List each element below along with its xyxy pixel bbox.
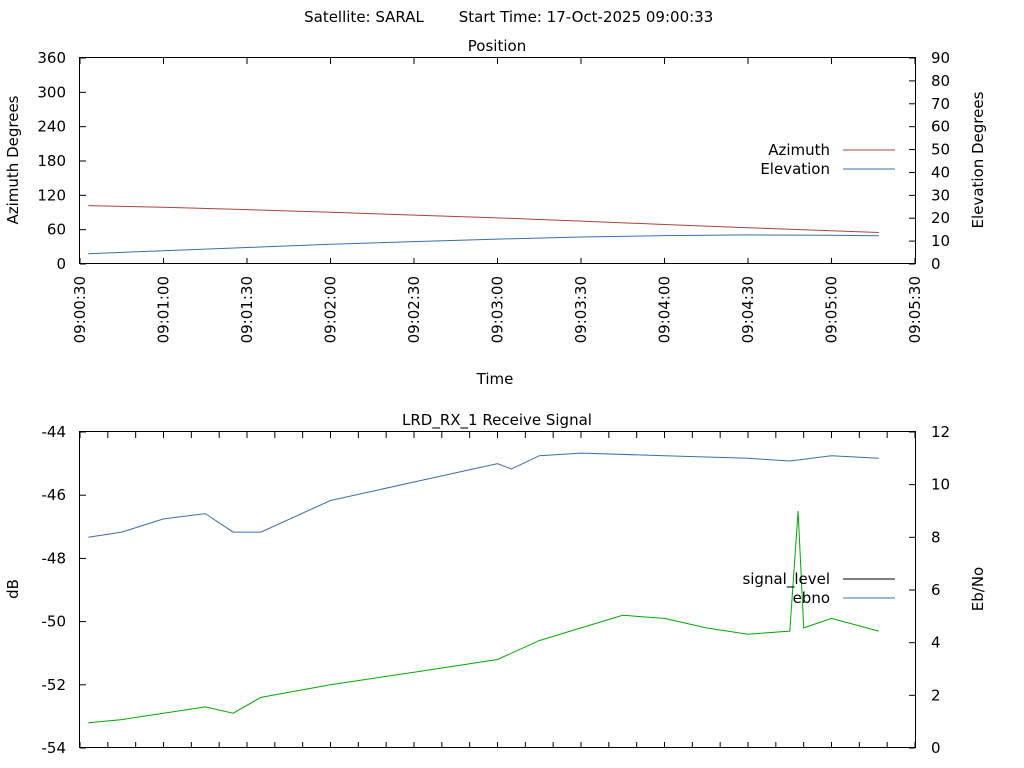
x-tick-label: 09:02:00 (322, 276, 340, 343)
y2-tick-label: 80 (931, 72, 950, 90)
y2-tick-label: 0 (931, 255, 941, 273)
x-tick-label: 09:02:30 (405, 276, 423, 343)
y2-tick-label: 6 (931, 581, 941, 599)
y-tick-label: -50 (42, 613, 67, 631)
legend-label: ebno (793, 589, 830, 607)
satellite-label: Satellite: SARAL (304, 8, 424, 26)
series-line-Elevation (88, 234, 879, 255)
y2-tick-label: 4 (931, 634, 941, 652)
y-tick-label: -54 (42, 739, 67, 757)
y2-tick-label: 20 (931, 209, 950, 227)
legend-label: Elevation (760, 160, 830, 178)
y2-tick-label: 60 (931, 118, 950, 136)
position-chart-title: Position (468, 37, 526, 55)
x-tick-label: 09:04:30 (739, 276, 757, 343)
y-tick-label: 120 (37, 186, 66, 204)
x-tick-label: 09:03:30 (572, 276, 590, 343)
x-tick-label: 09:01:00 (155, 276, 173, 343)
y2-tick-label: 30 (931, 186, 950, 204)
y2-tick-label: 10 (931, 232, 950, 250)
x-tick-label: 09:05:00 (823, 276, 841, 343)
y2-tick-label: 70 (931, 95, 950, 113)
y2-tick-label: 90 (931, 49, 950, 67)
y-tick-label: -46 (42, 486, 67, 504)
start-time-label: Start Time: 17-Oct-2025 09:00:33 (459, 8, 714, 26)
y-tick-label: 360 (37, 49, 66, 67)
y-tick-label: 0 (56, 255, 66, 273)
signal-plot: -54 -52 -50 -48 -46 -44 0 2 4 6 8 10 12 signal_levele… (42, 423, 951, 757)
y2-tick-label: 10 (931, 476, 950, 494)
signal-chart-title: LRD_RX_1 Receive Signal (402, 411, 592, 430)
x-tick-label: 09:04:00 (656, 276, 674, 343)
x-tick-label: 09:03:00 (489, 276, 507, 343)
position-ylabel: Azimuth Degrees (4, 95, 22, 224)
position-xlabel: Time (476, 370, 514, 388)
y2-tick-label: 8 (931, 528, 941, 546)
x-tick-label: 09:01:30 (238, 276, 256, 343)
y-tick-label: 180 (37, 152, 66, 170)
signal-plot-frame (79, 431, 916, 748)
y2-tick-label: 40 (931, 163, 950, 181)
signal-ylabel: dB (4, 579, 22, 599)
series-line-ebno (88, 452, 879, 538)
y-tick-label: 240 (37, 118, 66, 136)
series-line-Azimuth (88, 205, 879, 233)
y-tick-label: 60 (47, 221, 66, 239)
y2-tick-label: 50 (931, 141, 950, 159)
position-plot: 0 60 120 180 240 300 360 0 10 20 30 40 50 60 70 80 90 09:… (37, 49, 950, 343)
series-line-signal_level (88, 510, 879, 724)
y-tick-label: -44 (42, 423, 67, 441)
x-tick-label: 09:00:30 (71, 276, 89, 343)
y2-tick-label: 0 (931, 739, 941, 757)
y-tick-label: 300 (37, 83, 66, 101)
legend-label: Azimuth (768, 141, 830, 159)
y2-tick-label: 2 (931, 686, 941, 704)
y-tick-label: -48 (42, 549, 67, 567)
y-tick-label: -52 (42, 676, 67, 694)
position-y2label: Elevation Degrees (969, 91, 987, 228)
legend-label: signal_level (742, 570, 830, 589)
signal-y2label: Eb/No (969, 567, 987, 611)
x-tick-label: 09:05:30 (906, 276, 924, 343)
y2-tick-label: 12 (931, 423, 950, 441)
